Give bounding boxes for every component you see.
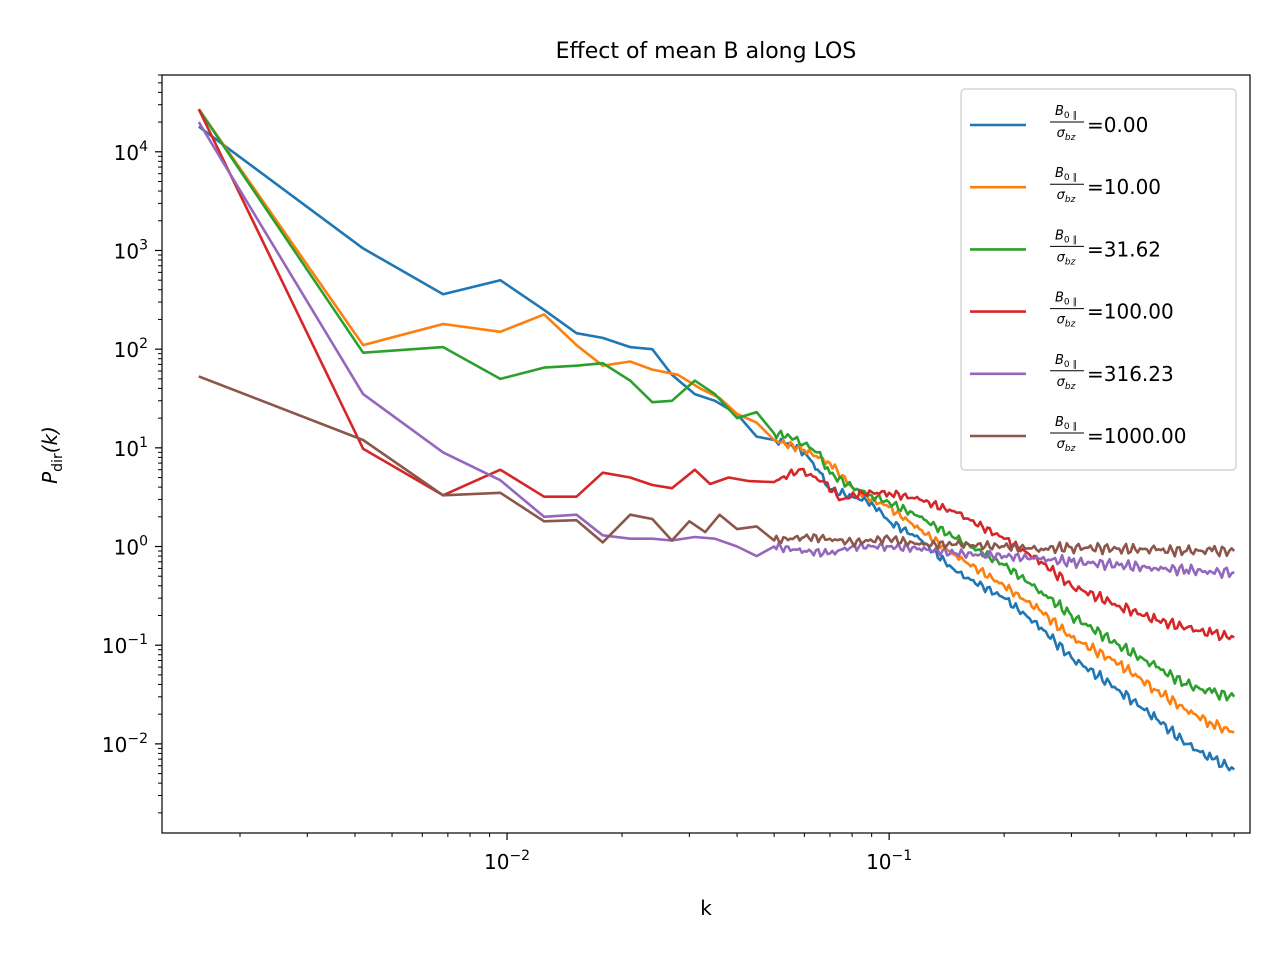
x-tick-label: 10−2 [484, 848, 530, 874]
y-axis-label-args: (k) [38, 426, 62, 453]
x-tick-label: 10−1 [866, 848, 912, 874]
legend-item-3: B0 ∥ σbz =31.62 [970, 228, 1161, 267]
legend-value: =100.00 [1087, 300, 1174, 324]
y-tick-label: 10−1 [102, 632, 148, 658]
y-axis-label-sub: dir [50, 453, 66, 472]
legend-item-5: B0 ∥ σbz =316.23 [970, 353, 1174, 392]
legend-item-2: B0 ∥ σbz =10.00 [970, 166, 1161, 205]
x-axis-label: k [700, 896, 712, 920]
legend-value: =10.00 [1087, 175, 1161, 199]
y-tick-label: 101 [114, 435, 148, 461]
y-tick-label: 104 [114, 139, 148, 165]
legend-frame [960, 88, 1237, 471]
legend-numerator: B0 ∥ [1055, 291, 1077, 308]
series-line-1 [198, 125, 1236, 772]
y-tick-label: 103 [114, 237, 148, 263]
y-tick-label: 10−2 [102, 731, 148, 757]
legend-value: =0.00 [1087, 113, 1148, 137]
y-axis: 104 103 102 101 100 10−1 10−2 [102, 74, 162, 814]
legend-item-1: B0 ∥ σbz =0.00 [970, 104, 1148, 143]
series-line-6 [198, 375, 1236, 558]
legend-denominator: σbz [1057, 437, 1076, 454]
chart-title: Effect of mean B along LOS [556, 39, 857, 64]
series-line-5 [197, 121, 1235, 579]
legend-numerator: B0 ∥ [1055, 228, 1077, 245]
y-tick-label: 102 [114, 336, 148, 362]
y-axis-label-main: P [38, 471, 62, 484]
x-axis: 10−2 10−1 [239, 833, 1235, 874]
legend-numerator: B0 ∥ [1055, 353, 1077, 370]
plot-frame [161, 74, 1251, 834]
legend-denominator: σbz [1057, 126, 1076, 143]
legend-denominator: σbz [1057, 250, 1076, 267]
legend-denominator: σbz [1057, 188, 1076, 205]
series-layer [197, 108, 1236, 772]
legend-denominator: σbz [1057, 375, 1076, 392]
plot-area [161, 74, 1251, 834]
legend-numerator: B0 ∥ [1055, 166, 1077, 183]
series-line-4 [197, 108, 1235, 642]
svg-text:Pdir(k): Pdir(k) [38, 426, 66, 484]
legend-item-4: B0 ∥ σbz =100.00 [970, 291, 1174, 330]
legend-denominator: σbz [1057, 313, 1076, 330]
y-axis-label: Pdir(k) [38, 426, 66, 484]
legend-value: =31.62 [1087, 237, 1161, 261]
legend-item-6: B0 ∥ σbz =1000.00 [970, 415, 1186, 454]
legend-numerator: B0 ∥ [1055, 415, 1077, 432]
legend-numerator: B0 ∥ [1055, 104, 1077, 121]
y-tick-label: 100 [114, 534, 148, 560]
legend-value: =1000.00 [1087, 424, 1186, 448]
legend-value: =316.23 [1087, 362, 1174, 386]
